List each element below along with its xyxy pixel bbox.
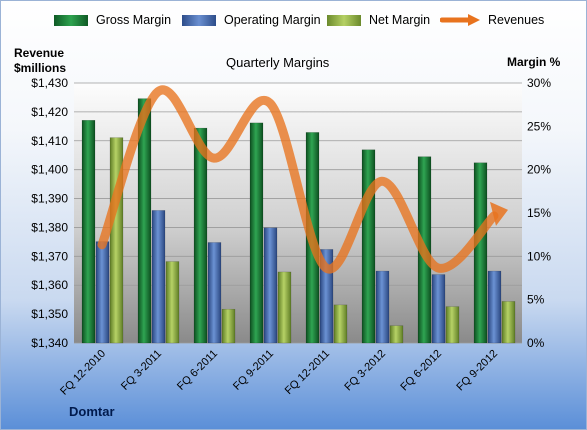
gross-margin-bar — [473, 162, 488, 344]
x-tick-label: FQ 3-2011 — [119, 348, 164, 393]
gross-margin-bar — [361, 149, 376, 344]
left-tick-label: $1,340 — [31, 336, 68, 350]
revenue-line-group — [97, 85, 508, 274]
left-ticks: $1,340 $1,350 $1,360 $1,370 $1,380 $1,390 $1,4… — [31, 76, 68, 350]
net-margin-bar — [389, 325, 404, 344]
left-axis-title: Revenue $millions — [14, 46, 74, 76]
operating-margin-bar — [151, 210, 166, 344]
x-tick-label: FQ 12-2011 — [283, 348, 332, 397]
legend: Gross Margin Operating Margin Net Margin… — [0, 10, 587, 30]
right-tick-label: 5% — [527, 293, 545, 307]
right-tick-label: 15% — [527, 206, 551, 220]
legend-label-net: Net Margin — [369, 13, 431, 27]
left-tick-label: $1,350 — [31, 307, 68, 321]
legend-operating-margin: Operating Margin — [182, 10, 321, 30]
bars — [81, 98, 516, 344]
legend-net-margin: Net Margin — [327, 10, 430, 30]
net-margin-bar — [221, 308, 236, 344]
x-ticks: FQ 12-2010 FQ 3-2011 FQ 6-2011 FQ 9-2011 FQ … — [58, 348, 500, 398]
net-margin-bar — [501, 301, 516, 344]
gross-margin-bar — [137, 98, 152, 344]
company-name: Domtar — [69, 404, 115, 419]
x-tick-label: FQ 12-2010 — [58, 348, 108, 398]
x-tick-label: FQ 6-2011 — [175, 348, 220, 393]
left-tick-label: $1,430 — [31, 76, 68, 90]
net-margin-bar — [445, 306, 460, 344]
legend-revenues: Revenues — [440, 10, 544, 30]
gross-margin-bar — [193, 127, 208, 344]
legend-label-revenues: Revenues — [488, 13, 545, 27]
revenue-line — [97, 85, 499, 274]
legend-swatch-operating — [182, 14, 216, 26]
operating-margin-bar — [487, 270, 502, 344]
left-tick-label: $1,380 — [31, 220, 68, 234]
right-axis-title: Margin % — [507, 55, 561, 69]
net-margin-bar — [165, 261, 180, 344]
gross-margin-bar — [81, 120, 96, 344]
legend-swatch-revenues — [440, 14, 480, 26]
gross-margin-bar — [249, 122, 264, 344]
revenue-arrowhead — [490, 201, 508, 226]
legend-gross-margin: Gross Margin — [54, 10, 171, 30]
operating-margin-bar — [375, 270, 390, 344]
left-tick-label: $1,410 — [31, 134, 68, 148]
operating-margin-bar — [263, 227, 278, 344]
legend-swatch-net — [327, 14, 361, 26]
left-axis-title-text: Revenue $millions — [14, 46, 67, 75]
operating-margin-bar — [95, 241, 110, 344]
left-tick-label: $1,360 — [31, 278, 68, 292]
left-tick-label: $1,390 — [31, 192, 68, 206]
left-tick-label: $1,370 — [31, 249, 68, 263]
operating-margin-bar — [431, 274, 446, 344]
x-tick-label: FQ 9-2012 — [454, 348, 500, 394]
right-tick-label: 10% — [527, 249, 551, 263]
x-tick-label: FQ 9-2011 — [231, 348, 276, 393]
x-tick-label: FQ 6-2012 — [398, 348, 444, 394]
legend-label-operating: Operating Margin — [224, 13, 321, 27]
operating-margin-bar — [207, 242, 222, 344]
right-tick-label: 30% — [527, 76, 551, 90]
net-margin-bar — [277, 271, 292, 344]
right-tick-label: 0% — [527, 336, 545, 350]
left-tick-label: $1,420 — [31, 105, 68, 119]
x-tick-label: FQ 3-2012 — [342, 348, 388, 394]
chart-title: Quarterly Margins — [226, 55, 330, 70]
right-ticks: 0% 5% 10% 15% 20% 25% 30% — [527, 76, 551, 350]
right-tick-label: 20% — [527, 163, 551, 177]
net-margin-bar — [333, 304, 348, 344]
right-tick-label: 25% — [527, 119, 551, 133]
legend-swatch-gross — [54, 14, 88, 26]
left-tick-label: $1,400 — [31, 163, 68, 177]
legend-label-gross: Gross Margin — [96, 13, 172, 27]
